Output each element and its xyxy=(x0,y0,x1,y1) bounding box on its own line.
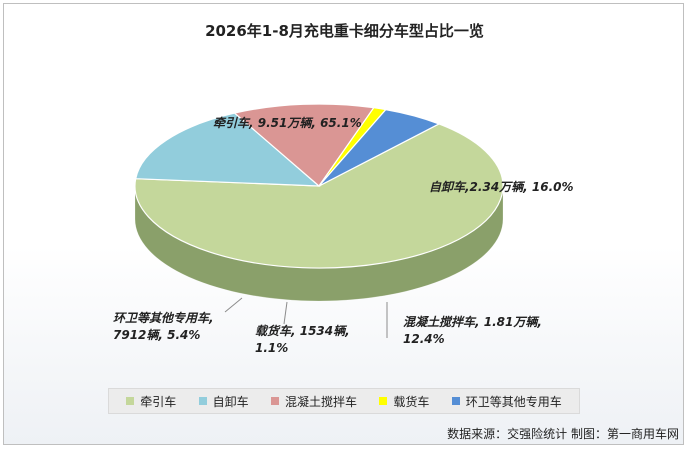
leader-line-4 xyxy=(283,301,288,325)
data-label-4: 载货车, 1534辆, 1.1% xyxy=(255,324,350,355)
legend-swatch xyxy=(126,397,135,405)
legend-label: 牵引车 xyxy=(140,394,177,409)
legend-swatch xyxy=(198,397,207,405)
data-label-3: 混凝土搅拌车, 1.81万辆, 12.4% xyxy=(403,315,542,346)
legend-item-2: 自卸车 xyxy=(198,393,249,410)
legend: 牵引车 自卸车 混凝土搅拌车 载货车 环卫等其他专用车 xyxy=(108,388,580,414)
legend-swatch xyxy=(451,397,460,405)
legend-item-1: 牵引车 xyxy=(126,393,176,410)
pie-slice-2 xyxy=(134,112,321,187)
leader-line-5 xyxy=(224,297,243,313)
source-note: 数据来源：交强险统计 制图：第一商用车网 xyxy=(447,427,679,441)
legend-item-4: 载货车 xyxy=(379,393,429,410)
legend-label: 环卫等其他专用车 xyxy=(465,394,562,409)
legend-label: 自卸车 xyxy=(212,394,249,409)
legend-item-3: 混凝土搅拌车 xyxy=(270,393,357,410)
legend-swatch xyxy=(379,397,388,405)
chart-title: 2026年1-8月充电重卡细分车型占比一览 xyxy=(205,22,484,40)
data-label-2: 自卸车,2.34万辆, 16.0% xyxy=(429,180,574,194)
data-label-5: 环卫等其他专用车, 7912辆, 5.4% xyxy=(113,311,214,342)
pie-slice-1 xyxy=(134,123,504,269)
legend-swatch xyxy=(270,397,279,405)
pie-slice-3 xyxy=(233,103,375,187)
legend-label: 载货车 xyxy=(393,394,430,409)
pie-slice-5 xyxy=(318,108,441,187)
data-label-1: 牵引车, 9.51万辆, 65.1% xyxy=(213,116,362,130)
legend-item-5: 环卫等其他专用车 xyxy=(451,393,562,410)
legend-label: 混凝土搅拌车 xyxy=(284,394,357,409)
